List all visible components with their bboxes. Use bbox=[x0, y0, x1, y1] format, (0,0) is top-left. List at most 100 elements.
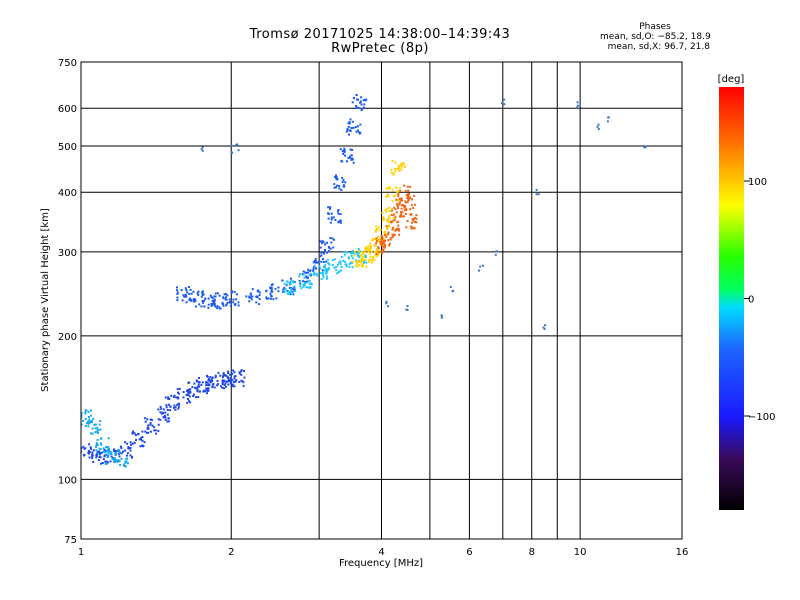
data-point bbox=[365, 261, 368, 264]
data-point bbox=[214, 376, 217, 379]
y-tick-label: 600 bbox=[58, 104, 77, 115]
data-point bbox=[173, 394, 176, 397]
data-point bbox=[390, 171, 393, 174]
data-point bbox=[543, 327, 546, 330]
data-point bbox=[227, 372, 230, 375]
data-point bbox=[240, 370, 243, 373]
data-point bbox=[207, 303, 210, 306]
data-point bbox=[235, 144, 238, 147]
data-point bbox=[286, 292, 289, 295]
chart-title-line1: Tromsø 20171025 14:38:00–14:39:43 bbox=[249, 27, 511, 42]
data-point bbox=[396, 205, 399, 208]
data-point bbox=[307, 271, 310, 274]
data-point bbox=[206, 392, 208, 395]
data-point bbox=[251, 295, 254, 298]
data-point bbox=[166, 413, 169, 416]
data-point bbox=[100, 437, 103, 440]
data-point bbox=[230, 291, 233, 294]
data-point bbox=[340, 265, 343, 268]
data-point bbox=[124, 465, 127, 468]
data-point bbox=[396, 229, 399, 231]
data-point bbox=[168, 398, 171, 400]
data-point bbox=[82, 420, 85, 422]
data-point bbox=[166, 420, 169, 423]
data-point bbox=[402, 162, 405, 165]
data-point bbox=[183, 295, 186, 298]
data-point bbox=[91, 451, 94, 454]
data-point bbox=[233, 380, 236, 383]
data-point bbox=[399, 190, 402, 192]
data-point bbox=[408, 196, 411, 199]
data-point bbox=[397, 224, 400, 227]
data-point bbox=[327, 261, 330, 264]
data-point bbox=[126, 457, 129, 460]
data-point bbox=[92, 417, 95, 420]
data-point bbox=[299, 281, 302, 283]
data-point bbox=[175, 396, 178, 399]
data-point bbox=[312, 269, 315, 272]
data-point bbox=[393, 233, 396, 236]
data-point bbox=[102, 458, 105, 461]
data-point bbox=[403, 206, 406, 209]
data-point bbox=[105, 449, 108, 452]
data-point bbox=[290, 287, 293, 290]
data-point bbox=[98, 447, 101, 450]
data-point bbox=[373, 238, 376, 241]
data-point bbox=[120, 457, 123, 460]
data-point bbox=[388, 216, 391, 219]
data-point bbox=[256, 296, 259, 299]
data-point bbox=[397, 199, 400, 202]
data-point bbox=[394, 170, 397, 173]
data-point bbox=[351, 250, 354, 252]
data-point bbox=[102, 450, 105, 453]
data-point bbox=[187, 389, 190, 392]
data-point bbox=[299, 273, 301, 276]
data-point bbox=[338, 185, 341, 187]
data-point bbox=[314, 257, 317, 260]
data-point bbox=[397, 207, 400, 210]
data-point bbox=[333, 183, 336, 186]
data-point bbox=[130, 443, 132, 446]
data-point bbox=[99, 456, 102, 459]
data-point bbox=[137, 432, 140, 435]
data-point bbox=[576, 106, 579, 109]
data-point bbox=[81, 414, 83, 417]
data-point bbox=[374, 251, 376, 254]
data-point bbox=[178, 405, 180, 408]
data-point bbox=[366, 248, 369, 251]
data-point bbox=[392, 233, 395, 236]
data-point bbox=[400, 213, 403, 216]
data-point bbox=[321, 274, 324, 277]
data-point bbox=[293, 285, 296, 288]
data-point bbox=[367, 248, 370, 251]
data-point bbox=[189, 289, 192, 291]
data-point bbox=[125, 460, 128, 463]
data-point bbox=[84, 418, 87, 421]
data-point bbox=[376, 240, 378, 243]
data-point bbox=[192, 298, 195, 301]
data-point bbox=[270, 288, 273, 291]
data-point bbox=[320, 278, 323, 281]
data-point bbox=[117, 459, 120, 461]
data-point bbox=[214, 374, 217, 377]
data-point bbox=[308, 274, 311, 276]
data-point bbox=[351, 257, 354, 260]
data-point bbox=[159, 405, 162, 408]
data-point bbox=[597, 128, 600, 130]
data-point bbox=[324, 249, 326, 251]
data-point bbox=[398, 229, 401, 232]
data-point bbox=[100, 451, 103, 454]
data-point bbox=[400, 168, 403, 171]
data-point bbox=[231, 151, 234, 154]
data-point bbox=[351, 120, 354, 123]
data-point bbox=[228, 301, 231, 303]
data-point bbox=[359, 261, 362, 264]
data-point bbox=[222, 304, 225, 307]
data-point bbox=[233, 375, 236, 378]
data-point bbox=[159, 411, 162, 414]
data-point bbox=[390, 168, 393, 171]
data-point bbox=[87, 422, 90, 425]
data-point bbox=[126, 454, 128, 457]
data-point bbox=[307, 286, 310, 289]
data-point bbox=[351, 251, 354, 254]
